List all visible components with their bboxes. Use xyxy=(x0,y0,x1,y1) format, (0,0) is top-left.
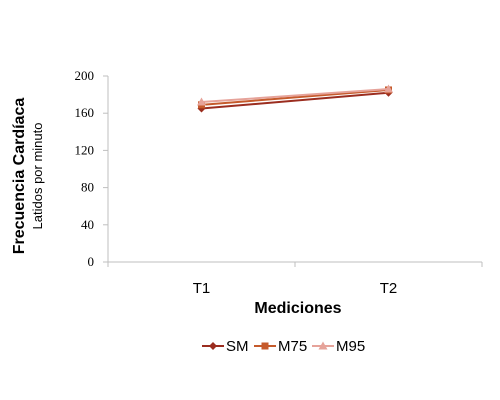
legend-marker-m75 xyxy=(261,342,269,350)
y-tick-label: 80 xyxy=(81,180,94,195)
series-line-m75 xyxy=(201,88,389,106)
legend-label-sm: SM xyxy=(226,338,249,355)
x-tick-label: T2 xyxy=(380,280,398,297)
x-axis: T1 T2 xyxy=(107,261,483,297)
data-point-m95 xyxy=(197,97,206,106)
y-tick-label: 120 xyxy=(75,142,95,157)
legend-marker-m95 xyxy=(318,341,328,350)
series-line-m95 xyxy=(201,88,389,104)
x-axis-title: Mediciones xyxy=(254,300,341,317)
y-tick-label: 40 xyxy=(81,217,94,232)
data-point-m95 xyxy=(384,84,393,93)
y-axis-title: Frecuencia Cardíaca xyxy=(11,98,28,255)
legend: SM M75 M95 xyxy=(202,338,365,355)
y-axis: 0 40 80 120 160 200 xyxy=(75,68,109,269)
y-axis-subtitle: Latidos por minuto xyxy=(30,123,45,230)
series-line-sm xyxy=(201,91,389,110)
legend-label-m95: M95 xyxy=(336,338,365,355)
y-tick-label: 160 xyxy=(75,105,95,120)
y-tick-label: 200 xyxy=(75,68,95,83)
legend-marker-sm xyxy=(209,342,217,350)
series-lines xyxy=(197,84,393,113)
legend-label-m75: M75 xyxy=(278,338,307,355)
x-tick-label: T1 xyxy=(193,280,211,297)
y-tick-label: 0 xyxy=(88,254,95,269)
